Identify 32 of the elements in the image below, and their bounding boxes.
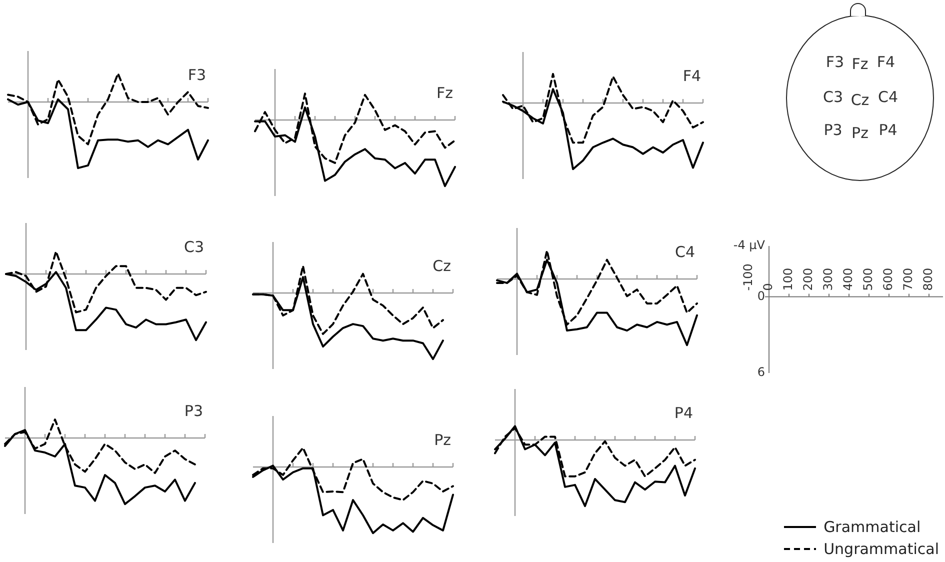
x-tick-label: 700 xyxy=(901,268,916,291)
x-tick-label: 200 xyxy=(801,268,816,291)
chart-title: Fz xyxy=(436,84,454,102)
text: C4 xyxy=(878,88,898,106)
chart-title: P4 xyxy=(674,404,693,422)
y-tick-label: -4 µV xyxy=(733,238,766,252)
text: F3 xyxy=(826,53,844,71)
chart-title: C4 xyxy=(674,242,695,261)
chart-title: F4 xyxy=(682,66,701,85)
chart-title: F3 xyxy=(188,66,206,84)
chart-title: Cz xyxy=(432,256,452,275)
y-tick-label: 0 xyxy=(757,289,765,304)
y-tick-label: 6 xyxy=(757,365,765,380)
x-tick-label: 600 xyxy=(881,268,896,291)
legend-label: Grammatical xyxy=(824,518,921,536)
text: Cz xyxy=(850,91,870,109)
x-tick-label: 800 xyxy=(921,268,936,291)
chart-title: Pz xyxy=(434,430,452,449)
text: Pz xyxy=(852,124,868,142)
text: P4 xyxy=(878,121,898,139)
x-tick-label: 300 xyxy=(821,268,836,291)
chart-title: P3 xyxy=(184,402,203,420)
x-tick-label: 400 xyxy=(841,268,856,291)
text: C3 xyxy=(822,88,844,106)
x-tick-label: -100 xyxy=(741,264,756,291)
text: Fz xyxy=(852,55,868,73)
text: F4 xyxy=(876,53,896,71)
chart-title: C3 xyxy=(184,238,204,256)
legend-label: Ungrammatical xyxy=(824,540,939,558)
x-tick-label: 500 xyxy=(861,268,876,291)
text: P3 xyxy=(824,121,842,139)
x-tick-label: 100 xyxy=(781,268,796,291)
